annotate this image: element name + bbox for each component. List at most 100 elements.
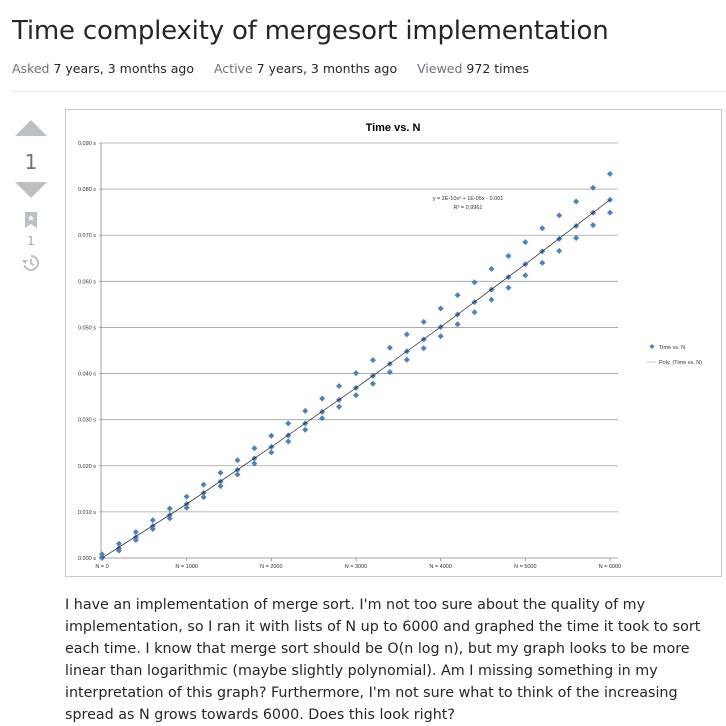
x-tick-label: N = 4000 — [429, 564, 451, 570]
data-point — [234, 457, 241, 464]
scatter-chart: Time vs. N 0.000 s 0.010 s 0.020 s 0.030 s 0… — [78, 122, 702, 570]
data-point — [369, 357, 376, 364]
data-point — [420, 318, 427, 325]
data-point — [437, 333, 444, 340]
data-point — [420, 345, 427, 352]
data-point — [132, 529, 139, 536]
legend-series: Time vs. N — [659, 345, 685, 351]
viewed-value: 972 times — [466, 61, 530, 76]
data-point — [251, 445, 258, 452]
x-tick-label: N = 5000 — [514, 564, 536, 570]
question-meta: Asked 7 years, 3 months ago Active 7 years… — [12, 61, 545, 76]
data-point — [115, 540, 122, 547]
data-point — [539, 259, 546, 266]
data-point — [302, 407, 309, 414]
history-icon[interactable] — [22, 254, 40, 272]
question-body: I have an implementation of merge sort. … — [65, 597, 701, 723]
data-point — [166, 505, 173, 512]
bookmark-icon[interactable] — [25, 212, 37, 228]
data-point — [217, 483, 224, 490]
data-point — [573, 198, 580, 205]
arrow-down-icon[interactable] — [15, 182, 47, 198]
data-point — [556, 247, 563, 254]
data-point — [353, 392, 359, 399]
data-point — [217, 469, 224, 476]
y-tick-label: 0.050 s — [78, 325, 96, 331]
data-point — [454, 321, 461, 328]
data-point — [99, 551, 105, 558]
data-point — [166, 515, 173, 522]
data-point — [471, 279, 478, 286]
data-point — [200, 481, 207, 488]
data-point — [454, 292, 461, 299]
data-point — [302, 426, 309, 433]
data-point — [607, 209, 613, 216]
data-point — [403, 356, 410, 363]
data-point — [353, 370, 359, 377]
arrow-up-icon[interactable] — [15, 120, 47, 136]
data-point — [200, 494, 207, 501]
x-tick-label: N = 2000 — [260, 564, 282, 570]
data-point — [556, 235, 563, 242]
chart-image: Time vs. N 0.000 s 0.010 s 0.020 s 0.030 s 0… — [65, 109, 722, 577]
data-point — [573, 223, 580, 229]
data-point — [115, 545, 122, 552]
data-point — [251, 460, 258, 467]
x-tick-label: N = 6000 — [599, 564, 621, 570]
data-point — [488, 296, 495, 303]
data-point — [556, 212, 563, 219]
asked-label: Asked — [12, 61, 50, 76]
data-point — [488, 265, 495, 272]
x-tick-label: N = 0 — [95, 564, 108, 570]
question-title[interactable]: Time complexity of mergesort implementat… — [12, 16, 609, 46]
trend-equation: y = 2E-10x² + 1E-05x - 0.001 — [433, 196, 504, 202]
data-point — [285, 438, 292, 445]
data-point — [590, 222, 597, 229]
data-point — [285, 420, 292, 427]
x-tick-label: N = 3000 — [345, 564, 367, 570]
y-tick-label: 0.040 s — [78, 372, 96, 378]
data-point — [234, 471, 241, 478]
divider — [12, 91, 726, 92]
y-tick-label: 0.070 s — [78, 233, 96, 239]
y-tick-label: 0.020 s — [78, 464, 96, 470]
asked-value: 7 years, 3 months ago — [53, 61, 194, 76]
y-tick-label: 0.080 s — [78, 187, 96, 193]
data-point — [149, 517, 156, 524]
data-point — [539, 225, 546, 232]
data-point — [183, 504, 190, 511]
vote-cell: 1 1 — [12, 118, 50, 276]
legend-marker-icon — [649, 344, 655, 349]
data-point — [369, 380, 376, 387]
data-point — [268, 432, 275, 439]
chart-title: Time vs. N — [366, 122, 421, 134]
x-tick-label: N = 1000 — [175, 564, 197, 570]
data-point — [505, 284, 512, 291]
y-tick-label: 0.090 s — [78, 141, 96, 147]
trendline — [101, 199, 611, 559]
active-value[interactable]: 7 years, 3 months ago — [256, 61, 398, 76]
data-point — [403, 331, 410, 338]
data-point — [183, 493, 190, 500]
data-point — [607, 170, 613, 177]
data-point — [319, 395, 326, 402]
y-tick-label: 0.060 s — [78, 279, 96, 285]
r-squared: R² = 0.9961 — [454, 205, 483, 211]
data-point — [336, 383, 343, 390]
y-tick-label: 0.030 s — [78, 418, 96, 424]
data-point — [590, 184, 597, 191]
y-tick-label: 0.000 s — [78, 556, 96, 562]
bookmark-count: 1 — [27, 234, 35, 248]
data-point — [471, 309, 478, 316]
data-point — [268, 449, 275, 456]
y-tick-label: 0.010 s — [78, 510, 96, 516]
data-point — [336, 403, 343, 410]
data-point — [522, 272, 529, 279]
data-point — [505, 252, 512, 259]
active-label: Active — [213, 61, 253, 76]
data-point — [319, 415, 326, 422]
legend-trend: Poly. (Time vs. N) — [659, 360, 702, 366]
data-point — [573, 234, 580, 241]
legend: Time vs. N Poly. (Time vs. N) — [646, 344, 702, 366]
vote-count: 1 — [24, 150, 38, 174]
